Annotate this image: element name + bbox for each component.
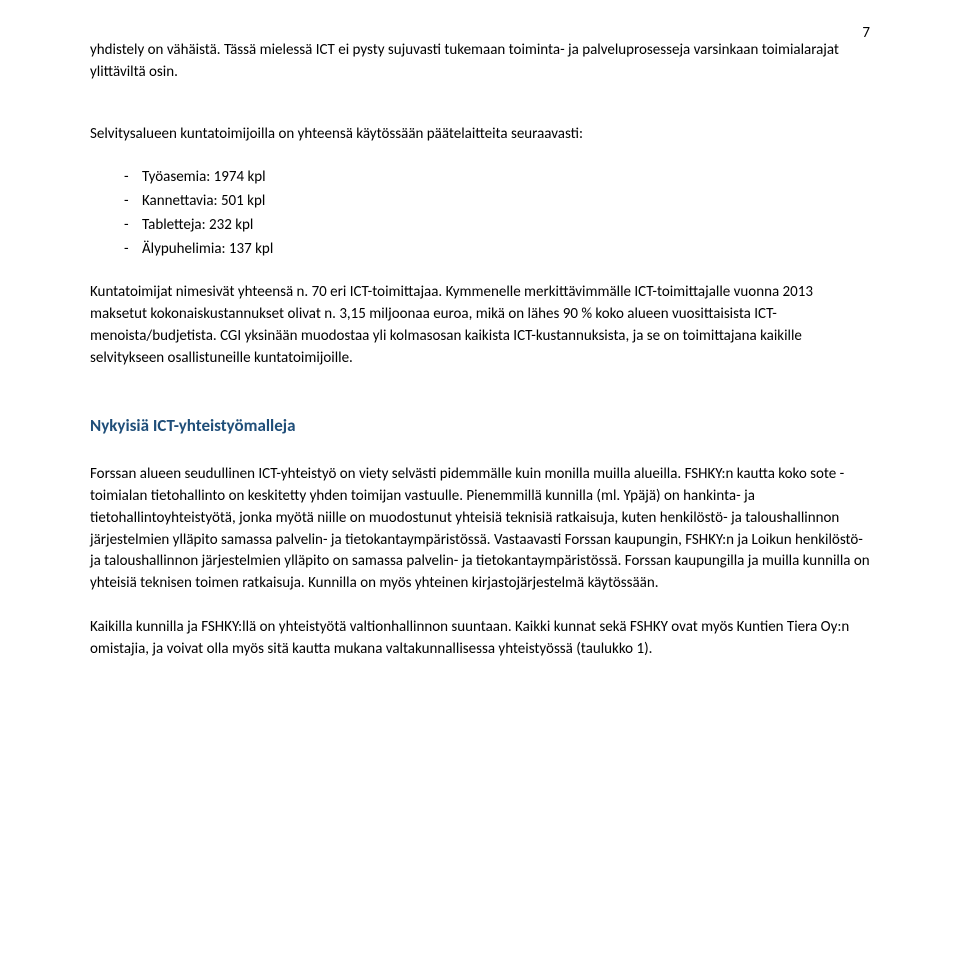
device-item: Älypuhelimia: 137 kpl: [90, 239, 870, 261]
paragraph-4: Forssan alueen seudullinen ICT-yhteistyö…: [90, 464, 870, 595]
document-page: 7 yhdistely on vähäistä. Tässä mielessä …: [0, 0, 960, 978]
device-list: Työasemia: 1974 kpl Kannettavia: 501 kpl…: [90, 167, 870, 260]
section-heading: Nykyisiä ICT-yhteistyömalleja: [90, 415, 870, 436]
spacer: [90, 106, 870, 124]
page-number: 7: [862, 24, 870, 42]
device-item: Työasemia: 1974 kpl: [90, 167, 870, 189]
paragraph-3: Kuntatoimijat nimesivät yhteensä n. 70 e…: [90, 282, 870, 369]
device-item: Tabletteja: 232 kpl: [90, 215, 870, 237]
paragraph-5: Kaikilla kunnilla ja FSHKY:llä on yhteis…: [90, 617, 870, 661]
device-item: Kannettavia: 501 kpl: [90, 191, 870, 213]
paragraph-2: Selvitysalueen kuntatoimijoilla on yhtee…: [90, 124, 870, 146]
paragraph-1: yhdistely on vähäistä. Tässä mielessä IC…: [90, 40, 870, 84]
